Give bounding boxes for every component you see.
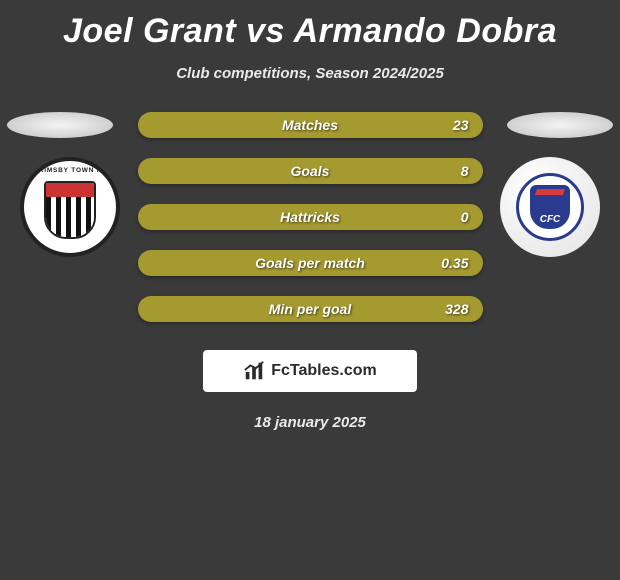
footer-date: 18 january 2025 <box>0 414 620 431</box>
chesterfield-badge-icon <box>516 173 584 241</box>
comparison-panel: GRIMSBY TOWN FC Matches 23 Goals 8 Hattr… <box>0 112 620 431</box>
stat-row-min-per-goal: Min per goal 328 <box>138 296 483 322</box>
stat-row-goals-per-match: Goals per match 0.35 <box>138 250 483 276</box>
club-badge-right <box>500 157 600 257</box>
stat-value: 0 <box>461 209 469 225</box>
chart-icon <box>243 360 265 382</box>
subtitle: Club competitions, Season 2024/2025 <box>0 65 620 82</box>
club-badge-left: GRIMSBY TOWN FC <box>20 157 120 257</box>
stat-value: 328 <box>445 301 468 317</box>
stat-label: Matches <box>282 117 338 133</box>
stat-label: Hattricks <box>280 209 340 225</box>
stats-list: Matches 23 Goals 8 Hattricks 0 Goals per… <box>138 112 483 322</box>
stat-value: 23 <box>453 117 469 133</box>
player-right-photo <box>507 112 613 138</box>
player-left-photo <box>7 112 113 138</box>
stat-label: Goals per match <box>255 255 365 271</box>
brand-badge[interactable]: FcTables.com <box>203 350 417 392</box>
stat-row-goals: Goals 8 <box>138 158 483 184</box>
brand-text: FcTables.com <box>271 362 377 380</box>
page-title: Joel Grant vs Armando Dobra <box>0 0 620 51</box>
stat-value: 0.35 <box>441 255 468 271</box>
grimsby-badge-icon: GRIMSBY TOWN FC <box>24 161 116 253</box>
stat-value: 8 <box>461 163 469 179</box>
stat-row-matches: Matches 23 <box>138 112 483 138</box>
stat-label: Goals <box>291 163 330 179</box>
stat-label: Min per goal <box>269 301 351 317</box>
stat-row-hattricks: Hattricks 0 <box>138 204 483 230</box>
